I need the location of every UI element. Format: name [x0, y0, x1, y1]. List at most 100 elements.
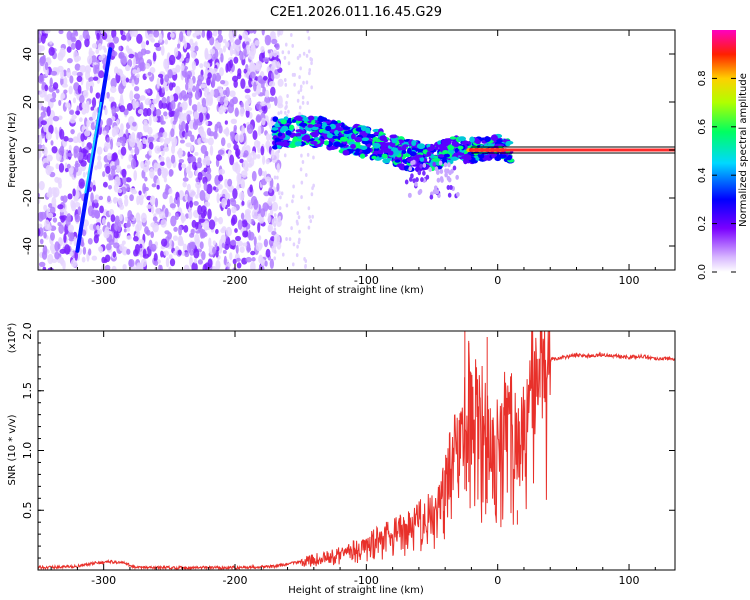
noise-speck — [151, 183, 157, 188]
ridge-speck — [272, 145, 279, 150]
ridge-speck — [281, 141, 289, 147]
noise-speck — [145, 40, 150, 46]
ridge-speck — [450, 156, 459, 161]
noise-speck — [63, 135, 69, 142]
noise-speck — [274, 217, 277, 222]
noise-speck — [205, 155, 211, 167]
snr-series-line — [38, 331, 675, 570]
noise-speck — [153, 252, 158, 263]
noise-speck — [272, 49, 278, 58]
noise-speck — [123, 228, 127, 233]
noise-speck — [283, 55, 287, 60]
noise-speck — [221, 242, 226, 249]
noise-speck — [178, 158, 185, 164]
noise-speck — [225, 226, 233, 237]
noise-speck — [273, 213, 277, 218]
noise-speck — [164, 58, 170, 68]
noise-speck — [65, 216, 71, 228]
ridge-speck — [408, 192, 412, 198]
noise-speck — [217, 149, 225, 156]
colorbar: 0.0 0.2 0.4 0.6 0.8 Normalized spectral ampl… — [697, 30, 749, 280]
noise-speck — [295, 253, 299, 258]
noise-speck — [301, 100, 305, 105]
noise-speck — [206, 113, 210, 120]
noise-speck — [173, 250, 178, 256]
noise-speck — [161, 96, 167, 104]
noise-speck — [278, 31, 281, 36]
snr-frame — [37, 330, 676, 571]
ridge-speck — [463, 157, 468, 165]
y-tick-label: 0.5 — [21, 502, 34, 520]
noise-speck — [201, 205, 207, 214]
noise-speck — [169, 32, 175, 39]
noise-speck — [301, 159, 305, 164]
noise-speck — [110, 214, 116, 223]
ridge-speck — [326, 133, 333, 139]
noise-speck — [133, 236, 139, 242]
noise-speck — [288, 237, 292, 242]
noise-speck — [229, 154, 235, 166]
ridge-speck — [435, 189, 440, 195]
noise-speck — [203, 220, 210, 231]
noise-speck — [89, 223, 95, 231]
noise-speck — [128, 258, 135, 268]
noise-speck — [239, 246, 245, 254]
noise-speck — [163, 111, 168, 117]
noise-speck — [125, 64, 131, 72]
noise-speck — [212, 186, 217, 191]
ridge-speck — [387, 150, 394, 156]
noise-speck — [291, 194, 295, 199]
noise-speck — [48, 46, 55, 56]
noise-speck — [126, 103, 133, 111]
noise-speck — [201, 97, 207, 108]
ridge-speck — [447, 192, 452, 198]
noise-speck — [88, 81, 95, 88]
noise-speck — [234, 39, 241, 46]
noise-speck — [205, 150, 209, 157]
noise-speck — [251, 257, 256, 262]
noise-speck — [250, 261, 256, 270]
noise-speck — [58, 99, 62, 106]
noise-speck — [194, 233, 200, 245]
noise-speck — [309, 219, 313, 224]
noise-speck — [221, 197, 227, 209]
noise-speck — [185, 57, 190, 64]
noise-speck — [299, 167, 303, 172]
noise-speck — [237, 173, 241, 183]
noise-speck — [291, 262, 295, 267]
ridge-speck — [389, 134, 398, 139]
noise-speck — [170, 215, 177, 227]
noise-speck — [120, 93, 124, 103]
ridge-speck — [298, 122, 308, 127]
noise-speck — [179, 106, 183, 113]
noise-speck — [232, 162, 239, 172]
noise-speck — [284, 42, 288, 47]
noise-speck — [194, 30, 201, 36]
noise-speck — [173, 226, 178, 232]
noise-speck — [131, 79, 135, 87]
noise-speck — [226, 207, 232, 217]
noise-speck — [191, 52, 197, 59]
noise-speck — [70, 42, 76, 50]
noise-speck — [193, 258, 198, 264]
noise-speck — [285, 203, 289, 208]
noise-speck — [159, 156, 165, 162]
noise-speck — [107, 184, 113, 190]
noise-speck — [259, 216, 265, 224]
noise-speck — [181, 212, 185, 222]
noise-speck — [117, 197, 123, 206]
noise-speck — [207, 137, 214, 146]
noise-speck — [80, 160, 87, 167]
noise-speck — [222, 249, 227, 254]
noise-speck — [247, 218, 252, 224]
noise-speck — [129, 137, 136, 148]
noise-speck — [276, 175, 279, 180]
noise-speck — [183, 264, 190, 270]
noise-speck — [243, 47, 247, 57]
noise-speck — [148, 141, 154, 150]
noise-speck — [44, 61, 49, 71]
noise-speck — [233, 56, 239, 64]
ridge-speck — [277, 132, 283, 137]
noise-speck — [198, 112, 204, 123]
noise-speck — [138, 190, 142, 196]
